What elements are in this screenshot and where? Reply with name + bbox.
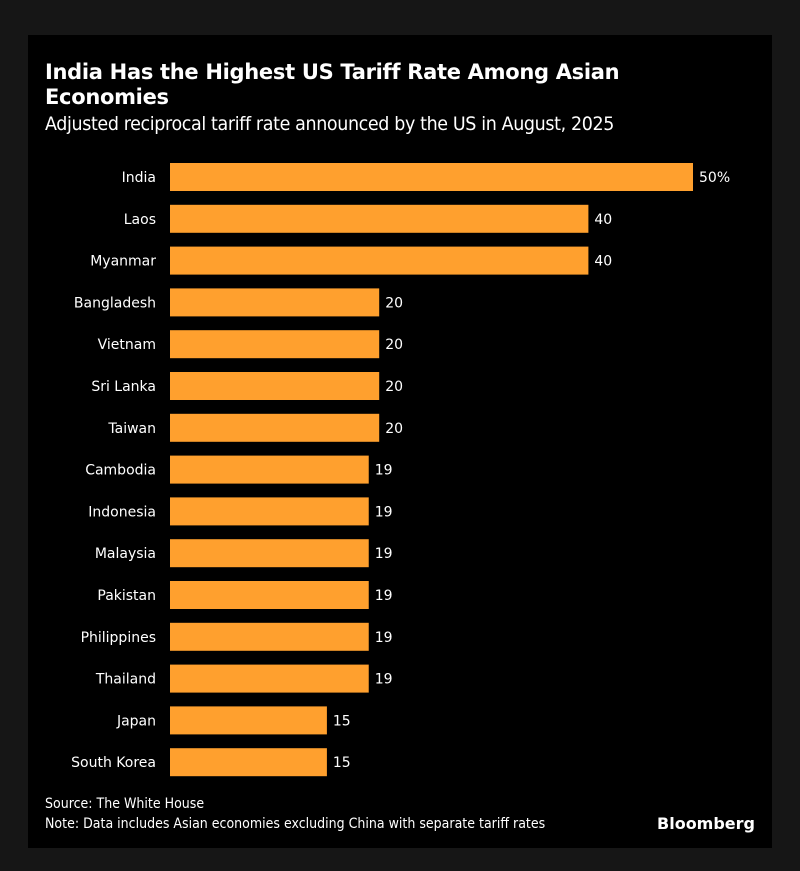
bar bbox=[170, 539, 369, 568]
data-label: 19 bbox=[375, 463, 393, 479]
category-label: Indonesia bbox=[88, 504, 156, 520]
footnote: Note: Data includes Asian economies excl… bbox=[45, 816, 546, 832]
bar bbox=[170, 455, 369, 484]
category-label: Bangladesh bbox=[74, 295, 156, 311]
data-label: 15 bbox=[333, 755, 351, 771]
data-label: 20 bbox=[385, 421, 403, 437]
category-label: Japan bbox=[116, 713, 156, 729]
category-label: Sri Lanka bbox=[91, 379, 156, 395]
category-label: Myanmar bbox=[90, 254, 156, 270]
bar bbox=[170, 622, 369, 651]
data-label: 20 bbox=[385, 295, 403, 311]
bar bbox=[170, 163, 693, 191]
bar bbox=[170, 288, 380, 317]
bar bbox=[170, 246, 589, 275]
data-label: 15 bbox=[333, 713, 351, 729]
category-label: Laos bbox=[124, 212, 156, 228]
data-label: 40 bbox=[594, 212, 612, 228]
category-label: Vietnam bbox=[98, 337, 156, 353]
bar bbox=[170, 581, 369, 609]
data-label: 19 bbox=[375, 630, 393, 646]
data-label: 50% bbox=[699, 170, 730, 186]
category-label: Thailand bbox=[95, 672, 156, 688]
chart-title: India Has the Highest US Tariff Rate Amo… bbox=[45, 60, 620, 109]
bar bbox=[170, 330, 380, 359]
data-label: 19 bbox=[375, 546, 393, 562]
category-label: South Korea bbox=[71, 755, 156, 771]
chart-subtitle: Adjusted reciprocal tariff rate announce… bbox=[45, 113, 614, 135]
bar bbox=[170, 413, 380, 442]
bar bbox=[170, 706, 327, 735]
bar bbox=[170, 497, 369, 526]
bar bbox=[170, 748, 327, 777]
category-label: Malaysia bbox=[95, 546, 156, 562]
category-label: India bbox=[122, 170, 156, 186]
bloomberg-logo: Bloomberg bbox=[657, 814, 755, 833]
category-label: Cambodia bbox=[85, 463, 156, 479]
source-note: Source: The White House bbox=[45, 796, 205, 812]
category-label: Philippines bbox=[81, 630, 156, 646]
data-label: 40 bbox=[594, 254, 612, 270]
bar bbox=[170, 204, 589, 233]
data-label: 20 bbox=[385, 379, 403, 395]
category-label: Taiwan bbox=[107, 421, 156, 437]
bar bbox=[170, 372, 380, 400]
data-label: 19 bbox=[375, 504, 393, 520]
category-label: Pakistan bbox=[97, 588, 156, 604]
data-label: 20 bbox=[385, 337, 403, 353]
data-label: 19 bbox=[375, 672, 393, 688]
data-label: 19 bbox=[375, 588, 393, 604]
bar bbox=[170, 664, 369, 693]
